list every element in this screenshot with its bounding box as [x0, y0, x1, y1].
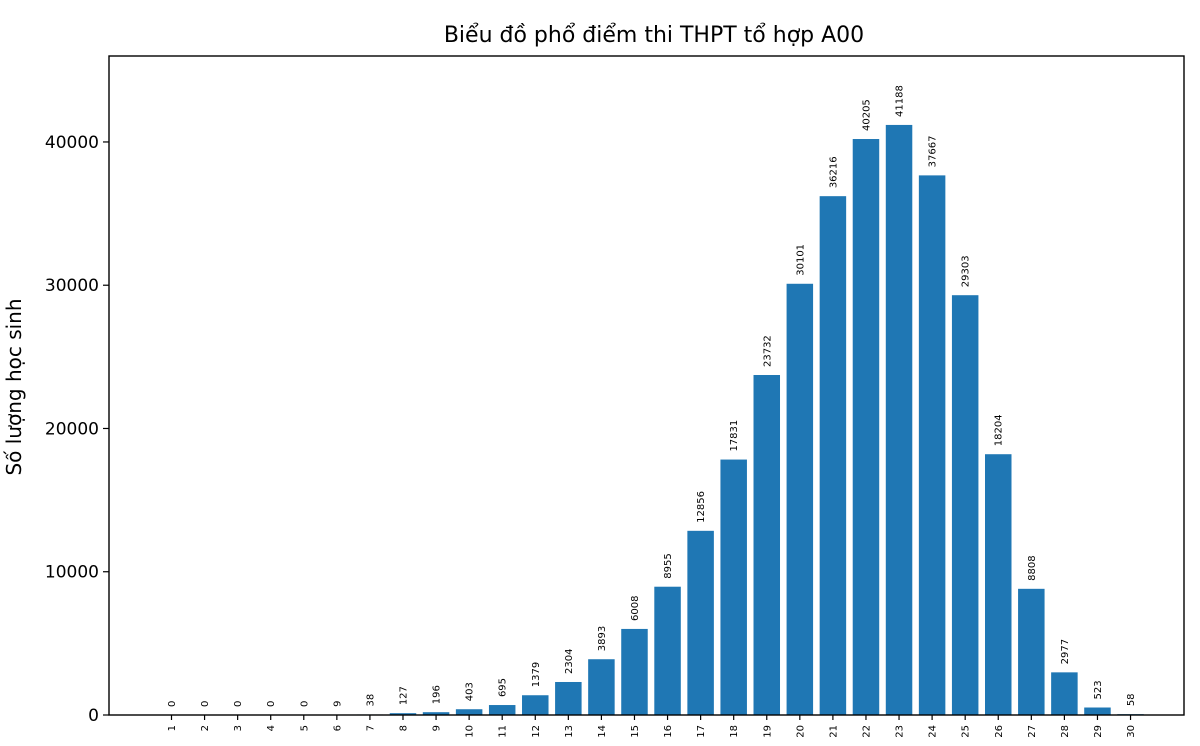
x-axis: 1 2 3 4 5 6 7 8 9 10 11 12 13 14 15 16 17 18 19 20 21 22 23 24 2…	[167, 715, 1137, 738]
x-tick-label-6: 6	[332, 725, 343, 731]
x-tick-label-26: 26	[994, 725, 1005, 738]
bar-25	[951, 295, 979, 715]
x-tick-label-14: 14	[597, 725, 608, 738]
data-label-28: 2977	[1060, 639, 1071, 664]
x-tick-label-29: 29	[1093, 725, 1104, 738]
bar-13	[555, 681, 582, 715]
bar-8	[389, 713, 417, 715]
bar-28	[1051, 672, 1078, 715]
y-tick-label-0: 0	[88, 706, 99, 726]
data-label-18: 17831	[729, 420, 740, 452]
x-tick-label-19: 19	[762, 725, 773, 738]
data-label-8: 127	[398, 686, 409, 705]
chart-title: Biểu đồ phổ điểm thi THPT tổ hợp A00	[444, 23, 864, 48]
bar-16	[654, 586, 681, 715]
x-tick-label-21: 21	[828, 725, 839, 738]
x-tick-label-2: 2	[200, 725, 211, 731]
y-tick-label-10000: 10000	[45, 563, 99, 583]
bar-19	[753, 375, 781, 715]
data-label-25: 29303	[961, 255, 972, 287]
data-labels-group: 0 0 0 0 0 9 38 127 196 403 695 1379 2304 3893 6008 8955…	[167, 85, 1137, 707]
bar-17	[687, 530, 714, 715]
data-label-7: 38	[365, 694, 376, 707]
bar-23	[885, 124, 913, 715]
bar-18	[720, 459, 747, 715]
y-axis: 0 10000 20000 30000 40000	[45, 133, 109, 726]
bar-11	[488, 705, 516, 715]
x-tick-label-22: 22	[861, 725, 872, 738]
data-label-29: 523	[1093, 680, 1104, 699]
x-tick-label-8: 8	[398, 725, 409, 731]
data-label-9: 196	[432, 685, 443, 704]
x-tick-label-5: 5	[299, 725, 310, 731]
x-tick-label-17: 17	[696, 725, 707, 738]
data-label-27: 8808	[1027, 555, 1038, 580]
bar-21	[819, 196, 847, 716]
bar-15	[621, 628, 648, 715]
data-label-30: 58	[1126, 693, 1137, 706]
x-tick-label-25: 25	[961, 725, 972, 738]
x-tick-label-28: 28	[1060, 725, 1071, 738]
x-tick-label-30: 30	[1126, 725, 1137, 738]
x-tick-label-11: 11	[498, 725, 509, 738]
data-label-24: 37667	[928, 136, 939, 168]
bar-20	[786, 283, 814, 715]
bar-22	[852, 139, 880, 715]
data-label-1: 0	[167, 701, 178, 707]
x-tick-label-27: 27	[1027, 725, 1038, 738]
x-tick-label-24: 24	[928, 725, 939, 738]
x-tick-label-3: 3	[233, 725, 244, 731]
y-axis-label: Số lượng học sinh	[2, 298, 26, 475]
bar-10	[455, 709, 483, 715]
bar-27	[1018, 588, 1045, 715]
x-tick-label-23: 23	[895, 725, 906, 738]
data-label-4: 0	[266, 701, 277, 707]
data-label-21: 36216	[828, 156, 839, 188]
y-tick-label-30000: 30000	[45, 276, 99, 296]
x-tick-label-12: 12	[531, 725, 542, 738]
data-label-11: 695	[498, 678, 509, 697]
x-tick-label-7: 7	[365, 725, 376, 731]
data-label-2: 0	[200, 701, 211, 707]
x-tick-label-4: 4	[266, 725, 277, 731]
bar-12	[522, 695, 549, 715]
x-tick-label-16: 16	[663, 725, 674, 738]
data-label-17: 12856	[696, 491, 707, 523]
bar-9	[422, 712, 450, 715]
data-label-5: 0	[299, 701, 310, 707]
data-label-26: 18204	[994, 414, 1005, 446]
x-tick-label-1: 1	[167, 725, 178, 731]
x-tick-label-15: 15	[630, 725, 641, 738]
data-label-23: 41188	[895, 85, 906, 117]
data-label-13: 2304	[564, 649, 575, 674]
bar-26	[985, 454, 1012, 715]
data-label-3: 0	[233, 701, 244, 707]
data-label-16: 8955	[663, 553, 674, 578]
data-label-20: 30101	[795, 244, 806, 276]
x-tick-label-18: 18	[729, 725, 740, 738]
x-tick-label-10: 10	[465, 725, 476, 738]
bar-29	[1084, 707, 1111, 715]
x-tick-label-13: 13	[564, 725, 575, 738]
data-label-10: 403	[465, 682, 476, 701]
x-tick-label-9: 9	[432, 725, 443, 731]
data-label-22: 40205	[861, 99, 872, 131]
data-label-14: 3893	[597, 626, 608, 651]
data-label-12: 1379	[531, 662, 542, 687]
data-label-15: 6008	[630, 595, 641, 620]
plot-frame	[108, 55, 1185, 716]
y-tick-label-40000: 40000	[45, 133, 99, 153]
data-label-6: 9	[332, 700, 343, 706]
data-label-19: 23732	[762, 335, 773, 367]
y-tick-label-20000: 20000	[45, 419, 99, 439]
bars-group	[323, 124, 1144, 716]
bar-14	[588, 659, 615, 715]
bar-24	[918, 175, 946, 715]
x-tick-label-20: 20	[795, 725, 806, 738]
